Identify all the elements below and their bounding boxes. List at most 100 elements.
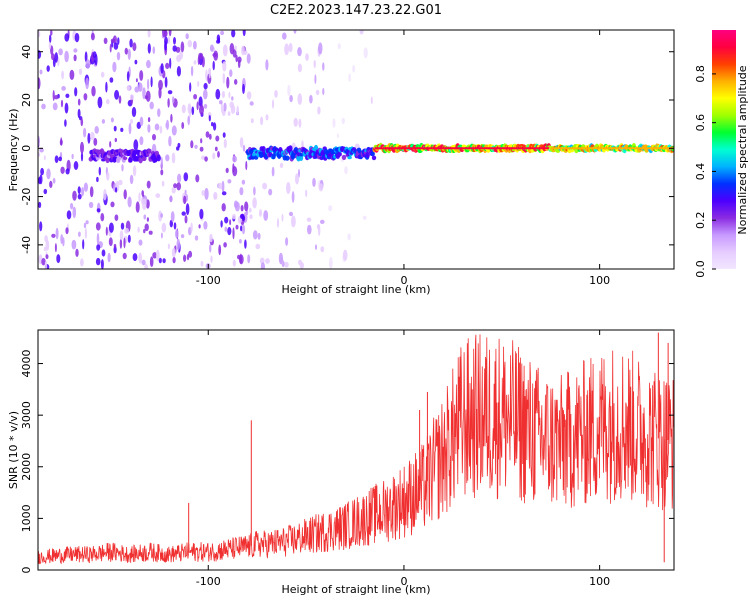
snr-y-tick-label: 3000 (20, 401, 33, 429)
spectrogram-cell (74, 87, 78, 97)
spectrogram-cell (72, 206, 77, 219)
spectrogram-cell (309, 94, 313, 104)
spectrogram-cell (222, 61, 227, 72)
spectrogram-cell (121, 164, 124, 172)
spectrogram-cell (221, 191, 227, 196)
spectrogram-cell (142, 87, 146, 100)
spectrogram-cell (229, 219, 232, 226)
spectrogram-cell (77, 193, 82, 200)
spectrogram-cell (203, 221, 208, 230)
spectrogram-cell (39, 147, 44, 153)
spectrogram-cell (181, 211, 186, 216)
spectrogram-cell (152, 252, 158, 259)
colorbar-tick-label: 0.6 (694, 114, 707, 131)
spectrogram-cell (49, 180, 53, 188)
spectrogram-cell (225, 167, 229, 174)
spectrogram-cell (173, 183, 178, 189)
spectrogram-cell (148, 230, 153, 235)
spectrogram-cell (38, 50, 42, 59)
spectrogram-cell (209, 233, 213, 243)
spectrogram-cell (109, 77, 114, 83)
spectrogram-cell (100, 213, 105, 222)
spectrogram-cell (107, 252, 111, 263)
spectrogram-cell (185, 203, 190, 216)
spectrogram-cell (98, 166, 102, 176)
spectrogram-cell (226, 76, 230, 89)
spectrogram-cell (213, 50, 219, 61)
spectrogram-cell (100, 259, 104, 269)
spectrogram-cell (347, 156, 352, 160)
spectrogram-cells (38, 30, 674, 269)
spectrogram-cell (38, 77, 41, 90)
spectrogram-cell (114, 214, 119, 221)
spectrogram-cell (188, 250, 193, 258)
spectrogram-cell (203, 82, 208, 90)
spectrogram-cell (341, 117, 345, 125)
spectrogram-cell (297, 63, 302, 73)
spectrogram-cell (110, 117, 114, 123)
spectrogram-cell (341, 154, 347, 160)
spectrogram-cell (223, 138, 227, 149)
spectrogram-cell (92, 51, 97, 59)
spectrogram-cell (122, 252, 127, 260)
snr-y-ticks: 0 1000 2000 3000 4000 (20, 350, 674, 574)
spectrogram-cell (60, 137, 63, 146)
spectrogram-cell (139, 136, 144, 146)
spectrogram-cell (116, 51, 121, 61)
spectrogram-cell (222, 72, 226, 84)
spectrogram-cell (97, 96, 103, 109)
snr-series (38, 332, 674, 565)
spectrogram-cell (198, 96, 203, 107)
spectrogram-cell (43, 246, 47, 252)
spectrogram-cell (64, 119, 67, 127)
spectrogram-cell (142, 198, 147, 211)
spectrogram-cell (44, 260, 48, 269)
spectrogram-cell (213, 191, 218, 199)
spectrogram-cell (305, 53, 309, 61)
spectrogram-cell (231, 96, 234, 101)
spectrogram-cell (124, 47, 128, 55)
spectrogram-cell (284, 43, 289, 56)
spectrogram-cell (87, 132, 91, 144)
spectrogram-cell (123, 189, 127, 200)
spectrogram-cell (150, 76, 153, 88)
spectrogram-cell (141, 190, 144, 197)
spectrogram-cell (265, 258, 270, 264)
spectrogram-cell (126, 71, 130, 82)
spectrogram-cell (147, 30, 151, 38)
figure-title: C2E2.2023.147.23.22.G01 (270, 3, 442, 18)
spectrogram-cell (138, 252, 142, 264)
spectrogram-cell (285, 155, 290, 161)
spectrogram-cell (119, 238, 123, 249)
spectrogram-cell (306, 217, 312, 222)
spectrogram-cell (149, 256, 154, 268)
spectrogram-cell (134, 59, 138, 65)
spectrogram-cell (52, 177, 56, 184)
spectrogram-cell (133, 139, 139, 151)
spectrogram-cell (193, 40, 197, 50)
spectrogram-cell (46, 65, 50, 72)
spectrogram-cell (147, 117, 151, 123)
colorbar-tick-label: 0.2 (694, 211, 707, 229)
spectrogram-cell (96, 176, 99, 183)
spectrogram-cell (78, 68, 83, 75)
spectrogram-cell (337, 43, 341, 50)
spectrogram-cell (80, 141, 84, 154)
spectrogram-cell (137, 226, 140, 233)
spectrogram-cell (315, 89, 320, 96)
spectrogram-cell (176, 182, 181, 191)
spectrogram-cell (74, 32, 80, 43)
spectrogram-cell (184, 189, 187, 195)
spectrogram-cell (171, 152, 176, 164)
spectrogram-cell (258, 209, 263, 217)
spectrogram-cell (239, 239, 242, 244)
spectrogram-cell (77, 186, 81, 195)
spectrogram-cell (203, 103, 208, 109)
spectrogram-cell (144, 95, 148, 100)
spectrogram-cell (234, 79, 238, 85)
spectrogram-cell (205, 131, 210, 138)
spectrogram-cell (43, 155, 46, 161)
spectrogram-cell (223, 102, 227, 112)
spectrogram-cell (65, 227, 69, 235)
spectrogram-cell (291, 215, 296, 228)
